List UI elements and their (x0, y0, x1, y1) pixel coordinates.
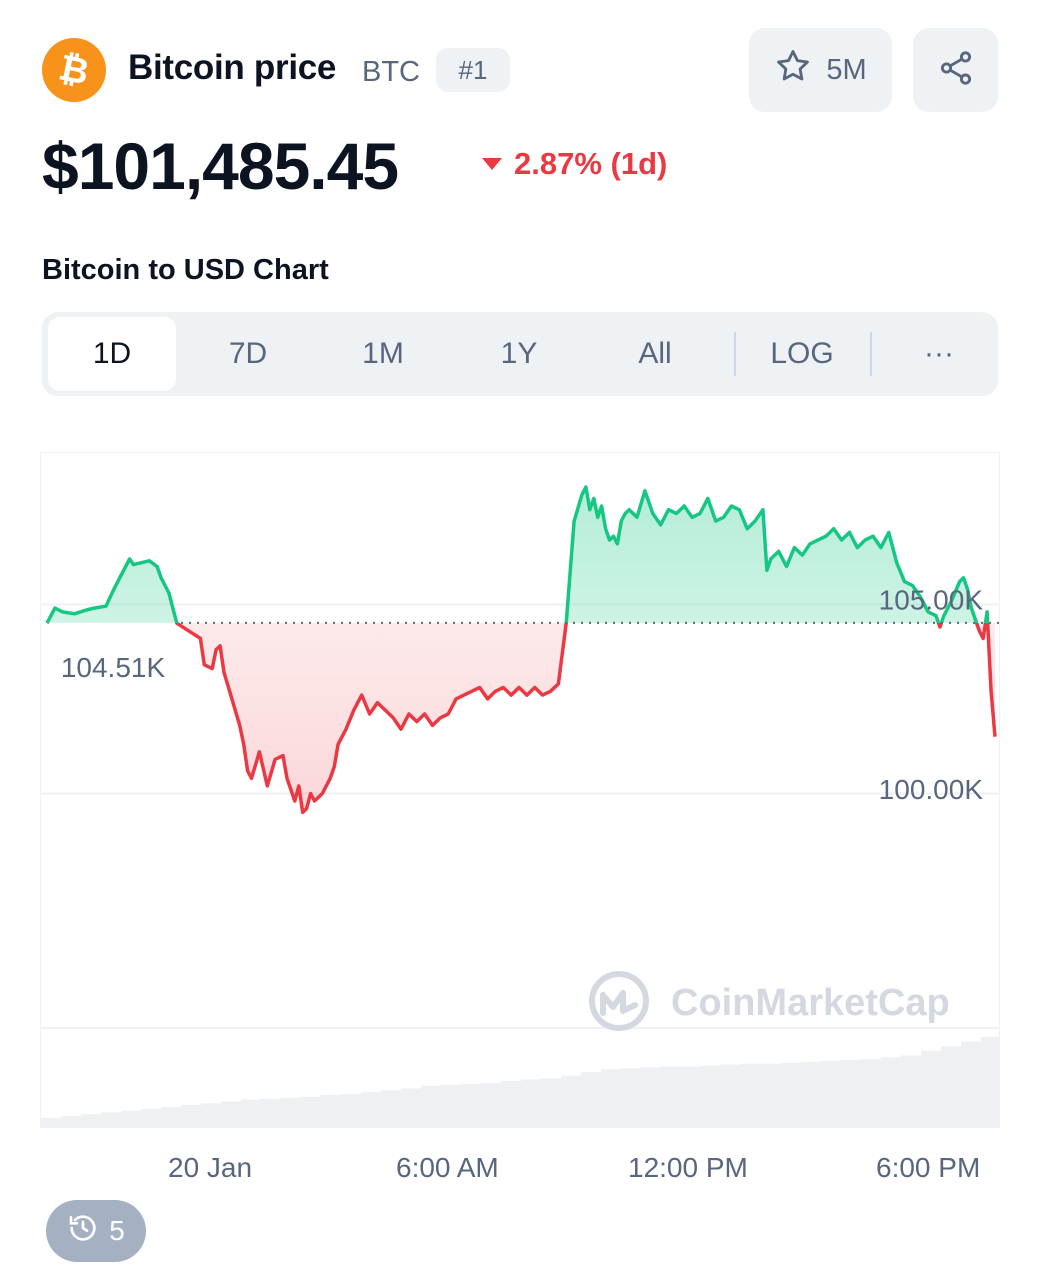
tab-1y[interactable]: 1Y (500, 337, 538, 370)
volume-bar (201, 1103, 222, 1127)
x-tick-label: 6:00 PM (876, 1152, 981, 1183)
volume-bar (261, 1098, 282, 1127)
price-change: 2.87% (1d) (482, 146, 667, 182)
watermark-text: CoinMarketCap (671, 982, 950, 1024)
volume-bar (561, 1075, 582, 1127)
svg-text:₿: ₿ (55, 46, 92, 92)
volume-bar (121, 1110, 142, 1127)
tab-log[interactable]: LOG (770, 337, 834, 370)
volume-bar (541, 1078, 562, 1127)
volume-bar (641, 1067, 662, 1127)
more-options-button[interactable]: ··· (924, 337, 954, 370)
coin-symbol: BTC (362, 56, 420, 88)
price-change-value: 2.87% (1d) (514, 146, 668, 181)
volume-bar (461, 1083, 482, 1127)
volume-bar (941, 1046, 962, 1127)
volume-bar (881, 1057, 902, 1127)
volume-bar (701, 1065, 722, 1127)
volume-bar (61, 1116, 82, 1127)
volume-bar (81, 1114, 102, 1127)
volume-bar (921, 1050, 942, 1127)
volume-bar (761, 1063, 782, 1127)
volume-bar (861, 1059, 882, 1127)
price-line-up (45, 485, 990, 623)
open-price-label: 104.51K (45, 640, 181, 696)
volume-bar (301, 1096, 322, 1127)
area-below-open (47, 622, 995, 813)
volume-bar (381, 1090, 402, 1127)
volume-bar (661, 1066, 682, 1127)
volume-bar (181, 1105, 202, 1127)
volume-bar (41, 1117, 62, 1127)
volume-bar (621, 1068, 642, 1127)
tab-1m[interactable]: 1M (362, 337, 404, 370)
volume-bar (241, 1099, 262, 1127)
volume-bar (281, 1097, 302, 1127)
volume-bar (521, 1079, 542, 1127)
bitcoin-logo-icon: ₿ (42, 38, 106, 102)
tab-all[interactable]: All (638, 337, 672, 370)
x-tick-label: 6:00 AM (396, 1152, 499, 1183)
y-tick-label: 100.00K (879, 774, 984, 805)
tab-7d[interactable]: 7D (228, 337, 268, 370)
star-icon (774, 47, 812, 93)
x-tick-label: 20 Jan (168, 1152, 253, 1183)
history-icon (67, 1212, 99, 1251)
coin-name: Bitcoin price (128, 48, 337, 87)
coinmarketcap-watermark: CoinMarketCap (589, 971, 950, 1031)
volume-bar (141, 1108, 162, 1127)
volume-bar (361, 1092, 382, 1127)
y-tick-label: 105.00K (879, 585, 984, 616)
timeframe-tabs: 1D 7D 1M 1Y All LOG ··· (42, 312, 998, 396)
rank-badge: #1 (436, 48, 510, 92)
volume-bar (321, 1094, 342, 1127)
volume-bar (101, 1112, 122, 1127)
volume-bar (721, 1064, 742, 1127)
volume-bar (821, 1060, 842, 1127)
down-triangle-icon (482, 158, 502, 170)
volume-bar (441, 1084, 462, 1127)
volume-bar (421, 1085, 442, 1127)
volume-bar (781, 1062, 802, 1127)
tab-divider (734, 332, 736, 376)
history-button[interactable]: 5 (46, 1200, 146, 1262)
current-price: $101,485.45 (42, 129, 399, 203)
volume-bar (341, 1094, 362, 1127)
tab-divider (870, 332, 872, 376)
watchlist-count: 5M (826, 53, 867, 86)
price-line-down (46, 622, 997, 815)
share-icon (937, 49, 975, 92)
volume-bar (601, 1069, 622, 1127)
share-button[interactable] (913, 28, 998, 112)
volume-bar (161, 1106, 182, 1127)
volume-bar (481, 1083, 502, 1127)
volume-bar (501, 1081, 522, 1127)
volume-bar (741, 1063, 762, 1127)
volume-bar (681, 1066, 702, 1127)
coin-header: ₿ Bitcoin price BTC #1 5M (0, 0, 1040, 120)
price-chart-svg: 105.00K 100.00K CoinMarketCap (41, 485, 999, 1127)
area-above-open (47, 487, 988, 623)
watchlist-button[interactable]: 5M (749, 28, 892, 112)
volume-bar (841, 1060, 862, 1127)
x-tick-label: 12:00 PM (628, 1152, 748, 1183)
volume-bar (581, 1071, 602, 1127)
history-count: 5 (109, 1215, 125, 1246)
volume-bar (981, 1037, 999, 1127)
chart-title: Bitcoin to USD Chart (42, 254, 329, 286)
volume-bar (901, 1055, 922, 1127)
volume-bar (961, 1041, 982, 1127)
volume-bar (221, 1101, 242, 1127)
volume-bar (801, 1061, 822, 1127)
volume-bar (401, 1088, 422, 1127)
tab-1d[interactable]: 1D (48, 317, 176, 391)
price-chart[interactable]: 105.00K 100.00K CoinMarketCap 104.51K (40, 452, 1000, 1128)
